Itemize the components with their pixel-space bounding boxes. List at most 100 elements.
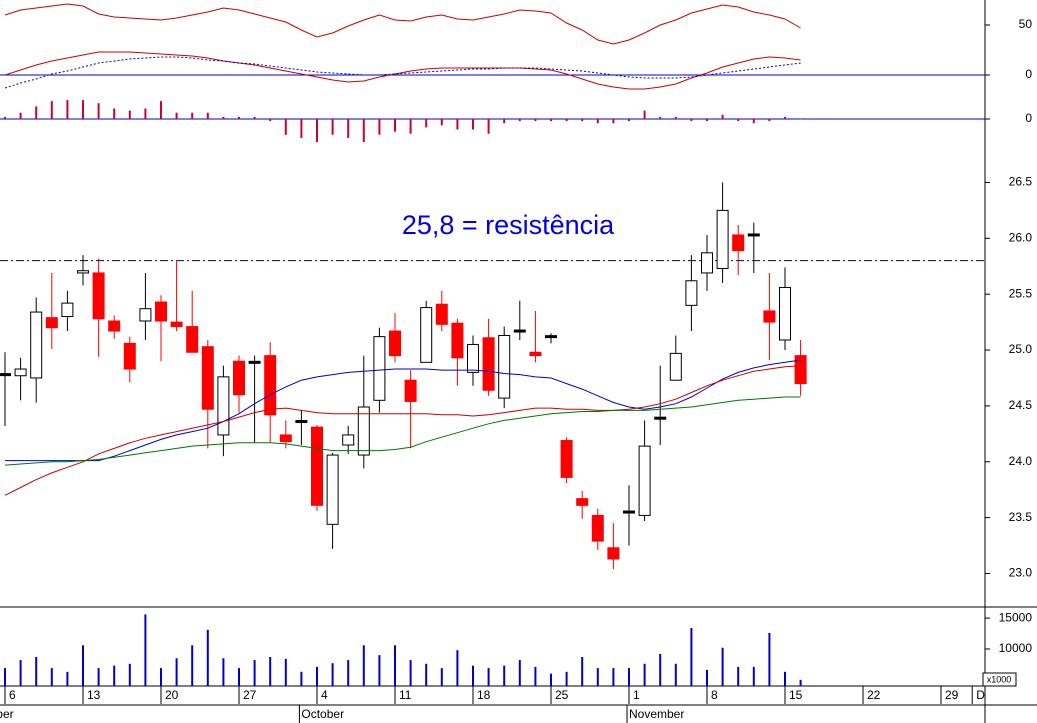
bar bbox=[550, 119, 552, 122]
bar bbox=[19, 112, 22, 119]
line-series bbox=[5, 359, 801, 462]
bar bbox=[378, 119, 381, 135]
bar bbox=[300, 119, 303, 138]
bar bbox=[425, 119, 428, 128]
x-tick-label: 15 bbox=[789, 688, 803, 702]
bar bbox=[784, 116, 786, 119]
candle-body bbox=[139, 308, 152, 322]
bar bbox=[191, 645, 194, 686]
bar bbox=[565, 119, 568, 122]
y-tick-label: 15000 bbox=[999, 610, 1033, 624]
y-tick-label: 0 bbox=[1025, 111, 1032, 125]
bar bbox=[565, 671, 568, 686]
bar bbox=[362, 645, 365, 686]
bar bbox=[82, 100, 84, 119]
candle-body bbox=[576, 498, 589, 506]
bar bbox=[331, 119, 334, 135]
bar bbox=[394, 645, 396, 686]
bar bbox=[4, 668, 6, 686]
bar bbox=[674, 663, 677, 686]
candle-body bbox=[451, 322, 464, 359]
bar bbox=[66, 100, 69, 119]
unit-box bbox=[982, 672, 1017, 687]
bar bbox=[612, 668, 615, 686]
candle-body bbox=[373, 336, 386, 401]
candle-body bbox=[529, 351, 542, 357]
candle-body bbox=[732, 234, 745, 252]
bar bbox=[737, 666, 740, 686]
month-label: mber bbox=[0, 707, 14, 721]
x-tick-label: 13 bbox=[87, 688, 101, 702]
candle-body bbox=[170, 321, 183, 328]
x-tick-label: 8 bbox=[711, 688, 718, 702]
month-label: October bbox=[301, 707, 344, 721]
y-tick-label: 23.5 bbox=[1009, 510, 1033, 524]
candle-body bbox=[155, 301, 167, 322]
bar bbox=[191, 112, 194, 119]
bar bbox=[409, 660, 412, 686]
bar bbox=[35, 656, 38, 686]
candle-body bbox=[61, 302, 74, 318]
candle-body bbox=[685, 280, 698, 306]
bar bbox=[534, 666, 537, 686]
bar bbox=[518, 660, 521, 686]
bar bbox=[269, 119, 272, 122]
bar bbox=[238, 116, 240, 119]
y-tick-label: 23.0 bbox=[1009, 566, 1033, 580]
bar bbox=[581, 656, 584, 686]
candle-body bbox=[77, 270, 89, 274]
candle-body bbox=[233, 360, 245, 396]
x-tick-label: 27 bbox=[243, 688, 257, 702]
y-tick-label: 25.5 bbox=[1009, 286, 1033, 300]
bar bbox=[160, 668, 162, 686]
bar bbox=[472, 119, 474, 130]
bar bbox=[534, 119, 537, 122]
bar bbox=[581, 119, 584, 122]
line-series bbox=[4, 396, 801, 466]
bar bbox=[503, 119, 506, 124]
candle-body bbox=[482, 337, 495, 391]
candle-body bbox=[389, 330, 401, 357]
bar bbox=[284, 119, 287, 135]
bar bbox=[706, 669, 708, 686]
y-tick-label: 50 bbox=[1019, 17, 1033, 31]
month-label: November bbox=[629, 707, 684, 721]
bar bbox=[128, 110, 131, 119]
x-tick-label: 4 bbox=[321, 688, 328, 702]
bar bbox=[284, 658, 287, 686]
bar bbox=[721, 647, 724, 686]
bar bbox=[425, 663, 428, 686]
candle-body bbox=[108, 320, 121, 332]
bar bbox=[160, 101, 162, 119]
x-tick-label: 22 bbox=[867, 688, 881, 702]
bar bbox=[238, 668, 240, 686]
candle-body bbox=[201, 346, 214, 410]
candle-body bbox=[779, 286, 791, 341]
candle-body bbox=[716, 209, 729, 269]
bar bbox=[50, 668, 53, 686]
x-tick-label: 20 bbox=[165, 688, 179, 702]
bar bbox=[66, 671, 69, 686]
candle-body bbox=[435, 303, 448, 325]
candle-body bbox=[420, 307, 433, 363]
bar bbox=[253, 116, 256, 119]
bar bbox=[456, 650, 459, 686]
bar bbox=[394, 119, 396, 132]
candle-body bbox=[30, 311, 43, 379]
unit-label: x1000 bbox=[987, 674, 1012, 684]
candle-body bbox=[279, 434, 292, 443]
bar bbox=[35, 106, 38, 119]
bar bbox=[409, 119, 412, 134]
bar bbox=[721, 114, 724, 119]
bar bbox=[503, 665, 506, 686]
bar bbox=[706, 119, 708, 122]
bar bbox=[440, 119, 443, 126]
bar bbox=[97, 103, 100, 119]
bar bbox=[222, 658, 225, 686]
y-tick-label: 26.0 bbox=[1009, 230, 1033, 244]
candle-body bbox=[701, 252, 713, 274]
bar bbox=[784, 671, 786, 686]
x-tick-label: 25 bbox=[555, 688, 569, 702]
bar bbox=[690, 627, 693, 686]
bar bbox=[643, 663, 646, 686]
